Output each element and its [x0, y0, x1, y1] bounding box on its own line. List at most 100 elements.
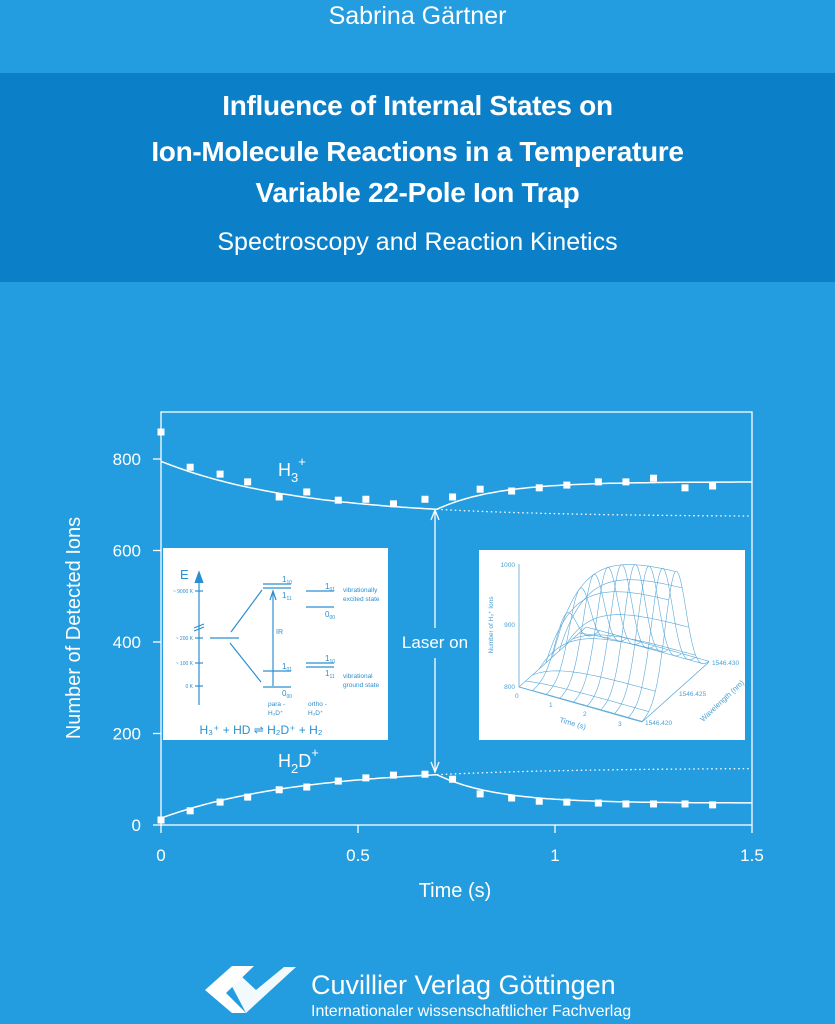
x-tick-label: 0: [156, 846, 165, 865]
z-tick: 900: [504, 622, 515, 629]
y-axis-label: Number of Detected Ions: [63, 517, 85, 739]
z-tick: 1000: [501, 562, 516, 569]
wireframe-line: [614, 565, 682, 714]
h2d-data-point: [303, 783, 311, 791]
laser-on-annotation: Laser on: [402, 633, 468, 652]
h2d-data-point: [622, 800, 630, 808]
wireframe-line: [525, 680, 649, 712]
publisher-tagline: Internationaler wissenschaftlicher Fachv…: [311, 1003, 632, 1020]
wireframe-line: [628, 568, 696, 718]
h3-fit-dotted: [436, 508, 753, 517]
h2d-data-point: [275, 786, 283, 794]
title-line-3: Variable 22-Pole Ion Trap: [255, 177, 580, 208]
x-tick-label: 0.5: [346, 846, 370, 865]
h3-data-point: [362, 495, 370, 503]
h2d-data-point: [709, 801, 717, 809]
ortho-level-labels: 101 000 110 111: [325, 582, 335, 680]
wireframe-line: [546, 587, 614, 695]
subtitle: Spectroscopy and Reaction Kinetics: [217, 228, 618, 256]
data-points: [157, 428, 717, 824]
h2d-data-point: [681, 800, 689, 808]
surface-plot-inset: 1000 900 800 Number of H₃⁺ Ions 0 1 2 3 …: [479, 550, 746, 740]
y-tick-label: 400: [113, 633, 141, 652]
h3-data-point: [389, 500, 397, 508]
h2d-fit-dotted: [436, 767, 752, 776]
svg-text:101: 101: [325, 582, 335, 593]
wireframe-line: [579, 632, 703, 664]
wireframe-line: [587, 564, 655, 707]
h2d-data-point: [362, 774, 370, 782]
svg-text:101: 101: [282, 662, 292, 673]
h3-data-point: [157, 428, 165, 436]
para-label: H₂D⁺: [268, 710, 284, 717]
h3-data-point: [244, 478, 252, 486]
excited-state-label: excited state: [343, 596, 380, 603]
energy-axis-label: E: [180, 567, 189, 582]
h3-data-point: [563, 481, 571, 489]
author-name: Sabrina Gärtner: [328, 2, 507, 30]
wireframe-line: [545, 591, 669, 664]
title-line-1: Influence of Internal States on: [222, 90, 613, 121]
wireframe-line: [585, 626, 710, 662]
cuvillier-logo-icon: [205, 966, 296, 1013]
reaction-equation: H₃⁺ + HD ⇌ H₂D⁺ + H₂: [200, 723, 323, 737]
h2d-data-point: [334, 777, 342, 785]
h3-data-point: [303, 488, 311, 496]
h2d-data-point: [508, 794, 516, 802]
ir-label: IR: [276, 629, 283, 636]
svg-text:000: 000: [325, 610, 335, 621]
energy-level-inset: E ~ 9000 K ~ 200 K ~ 100 K 0 K IR 110 11…: [163, 548, 388, 740]
h3-data-point: [681, 484, 689, 492]
series-label-h2d: H2D+: [278, 745, 319, 776]
series-label-h3: H3+: [278, 454, 306, 485]
para-label: para -: [268, 701, 285, 708]
y-tick-label: 600: [113, 542, 141, 561]
h2d-data-point: [216, 798, 224, 806]
x-tick: 1: [549, 702, 553, 709]
plot-frame: [160, 411, 753, 826]
publisher-name: Cuvillier Verlag Göttingen: [311, 970, 616, 1000]
y-tick-label: 200: [113, 725, 141, 744]
h2d-data-point: [563, 798, 571, 806]
h2d-data-point: [449, 775, 457, 783]
wireframe-line: [600, 564, 669, 710]
wireframe-line: [532, 670, 656, 692]
h3-data-point: [334, 496, 342, 504]
x-tick-label: 1.5: [740, 846, 764, 865]
x-axis-label: Time (s): [419, 880, 492, 902]
h3-data-point: [709, 482, 717, 490]
x-tick: 3: [618, 721, 622, 728]
y-tick-label: 800: [113, 450, 141, 469]
title-line-2: Ion-Molecule Reactions in a Temperature: [151, 136, 684, 167]
svg-text:110: 110: [325, 654, 335, 665]
h2d-data-point: [186, 807, 194, 815]
h3-data-point: [186, 463, 194, 471]
temp-label: ~ 100 K: [176, 661, 194, 667]
para-level-labels: 110 111 101 000: [282, 575, 292, 700]
h2d-fit-curve: [160, 773, 437, 819]
x-tick-label: 1: [550, 846, 559, 865]
svg-text:111: 111: [282, 591, 292, 602]
h3-fit-curve-laser: [436, 481, 752, 510]
h2d-data-point: [594, 799, 602, 807]
wireframe-line: [518, 626, 587, 688]
wireframe-line: [573, 567, 641, 703]
excited-state-label: vibrationally: [343, 587, 378, 594]
surface-wireframe: [518, 564, 710, 722]
title-band: [0, 73, 835, 282]
svg-text:000: 000: [282, 689, 292, 700]
energy-diagram-lines: [193, 570, 334, 705]
wireframe-line: [538, 638, 663, 670]
surface-axes: [518, 564, 710, 723]
wireframe-line: [641, 571, 710, 722]
h2d-data-point: [157, 816, 165, 824]
svg-text:110: 110: [282, 575, 292, 586]
y-tick-label: 0: [132, 816, 141, 835]
chart-axes: 0 200 400 600 800 0 0.5 1 1.5: [113, 411, 764, 865]
h3-data-point: [650, 474, 657, 482]
z-tick: 800: [504, 684, 515, 691]
h2d-data-point: [650, 800, 657, 808]
energy-diagram-labels: E ~ 9000 K ~ 200 K ~ 100 K 0 K IR 110 11…: [173, 567, 380, 737]
h3-data-point: [622, 478, 630, 486]
